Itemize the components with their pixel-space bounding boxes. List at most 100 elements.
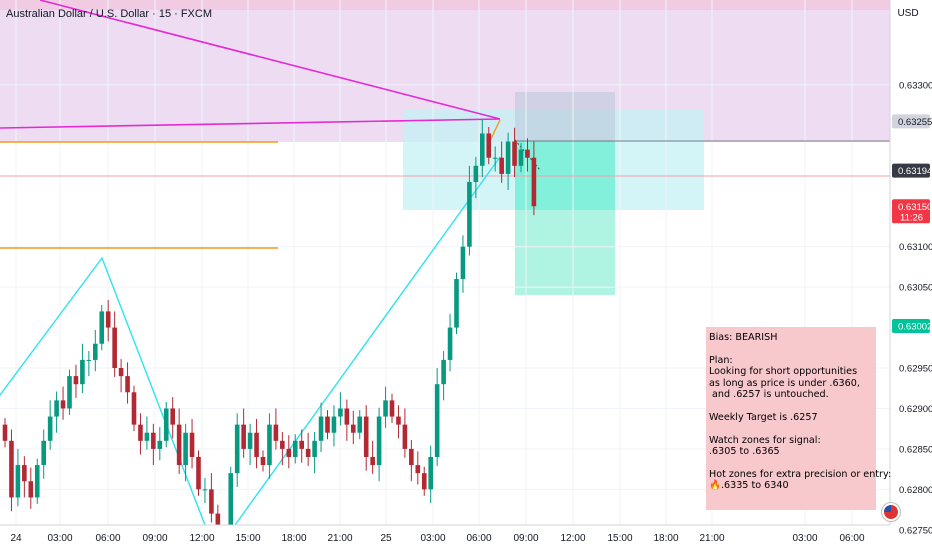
candle-body: [292, 440, 298, 457]
us-flag-icon[interactable]: [882, 503, 900, 521]
candle-body: [54, 400, 59, 417]
price-tag: [892, 199, 930, 224]
candle-body: [170, 408, 175, 425]
candle-body: [299, 440, 304, 449]
candle-body: [138, 424, 143, 441]
candle-body: [525, 149, 530, 158]
candle-body: [447, 327, 453, 360]
time-axis[interactable]: [0, 525, 890, 550]
candle-body: [67, 376, 72, 409]
price-tag-value: 0.63150: [898, 202, 932, 213]
candle-body: [157, 440, 163, 449]
candle-body: [434, 384, 440, 457]
swing-line: [0, 256, 206, 526]
candle-body: [357, 416, 363, 433]
candle-body: [209, 489, 214, 514]
candle-body: [254, 432, 259, 457]
candle-body: [286, 448, 292, 457]
candle-body: [460, 246, 466, 280]
candle-body: [383, 400, 388, 417]
time-tick-label: 12:00: [560, 533, 585, 544]
candle-body: [396, 416, 401, 425]
time-tick-label: 21:00: [327, 533, 352, 544]
price-tick-label: 0.63300: [899, 80, 932, 91]
magenta-trendline-lower: [0, 118, 501, 129]
candle-body: [454, 279, 459, 328]
candle-body: [9, 440, 14, 498]
candle-body: [421, 473, 427, 490]
candles: [2, 119, 537, 550]
candle-body: [34, 465, 40, 498]
candle-body: [247, 432, 253, 449]
candle-body: [260, 456, 266, 466]
price-axis-labels: 0.62750 0.62800 0.62850 0.62900 0.62950 0.630…: [899, 80, 932, 536]
candle-body: [480, 133, 485, 166]
candle-body: [118, 368, 124, 377]
note-line: Hot zones for extra precision or entry:: [709, 468, 892, 480]
candle-body: [273, 424, 279, 441]
note-line: Looking for short opportunities: [709, 366, 858, 378]
price-tick-label: 0.63100: [899, 242, 932, 253]
price-tag-value: 0.63002: [898, 321, 932, 332]
price-tag: [892, 318, 930, 333]
premium-zone-top: [0, 0, 890, 10]
candle-body: [389, 400, 395, 417]
time-tick-label: 06:00: [95, 533, 120, 544]
candle-body: [189, 432, 195, 457]
candle-body: [505, 141, 511, 174]
candle-body: [370, 456, 375, 466]
candle-body: [22, 465, 27, 482]
candle-body: [99, 311, 105, 344]
candle-body: [473, 165, 479, 182]
candle-body: [176, 424, 182, 466]
candle-body: [344, 408, 350, 425]
candle-body: [376, 416, 382, 466]
candle-body: [280, 440, 285, 449]
price-tag: [892, 114, 930, 129]
time-tick-label: 21:00: [699, 533, 724, 544]
price-tag: [892, 163, 930, 178]
candle-body: [363, 416, 369, 457]
price-tick-label: 0.63050: [899, 283, 932, 294]
candle-body: [415, 465, 421, 474]
time-tick-label: 15:00: [607, 533, 632, 544]
stop-zone: [515, 92, 615, 141]
candle-body: [41, 440, 46, 466]
note-line: 🔥.6335 to 6340: [709, 480, 789, 492]
price-tick-label: 0.62850: [899, 444, 932, 455]
time-tick-label: 03:00: [420, 533, 445, 544]
candle-body: [267, 424, 272, 466]
candle-body: [531, 157, 537, 207]
currency-label[interactable]: USD: [897, 8, 919, 19]
price-tick-label: 0.62800: [899, 485, 932, 496]
candle-body: [15, 465, 21, 498]
swing-line-2: [234, 156, 501, 526]
note-line: [709, 343, 873, 354]
candle-body: [305, 448, 311, 457]
candle-body: [131, 392, 137, 425]
symbol-title[interactable]: Australian Dollar / U.S. Dollar · 15 · F…: [6, 8, 212, 20]
note-line: [709, 423, 873, 434]
magenta-trendline-upper: [39, 0, 501, 120]
time-tick-label: 09:00: [142, 533, 167, 544]
price-tag-value: 0.63255: [898, 117, 932, 128]
trading-plan-note[interactable]: Bias: BEARISH Plan: Looking for short op…: [706, 327, 892, 510]
candle-body: [486, 133, 492, 158]
candle-body: [312, 440, 317, 457]
candle-body: [467, 181, 472, 247]
time-tick-label: 24: [10, 533, 22, 544]
candle-body: [144, 432, 150, 441]
candle-body: [151, 432, 156, 449]
note-line: as long as price is under .6360,: [709, 377, 860, 389]
note-line: Weekly Target is .6257: [709, 411, 818, 423]
candle-body: [402, 424, 408, 449]
price-axis[interactable]: [890, 0, 932, 550]
price-tick-label: 0.62900: [899, 404, 932, 415]
candle-body: [338, 408, 343, 417]
note-line: [709, 457, 873, 468]
note-line: and .6257 is untouched.: [709, 388, 829, 400]
time-tick-label: 25: [380, 533, 392, 544]
time-tick-label: 06:00: [466, 533, 491, 544]
candle-body: [2, 424, 8, 441]
